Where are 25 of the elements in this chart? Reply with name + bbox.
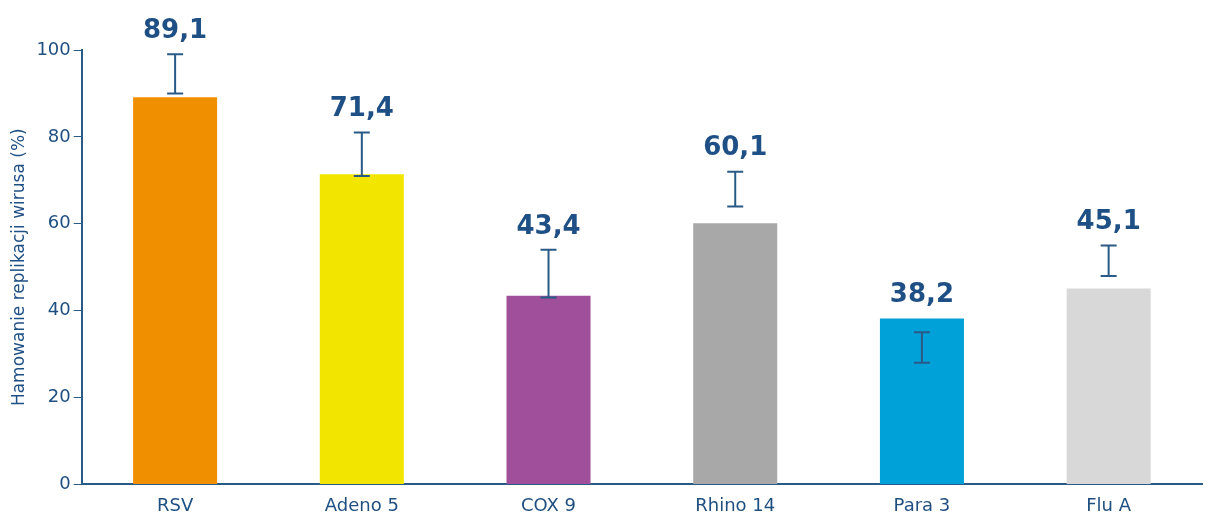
x-tick-label: COX 9: [520, 493, 577, 515]
y-tick-label: 100: [36, 37, 71, 59]
bar: [879, 318, 964, 484]
data-label: 71,4: [329, 92, 394, 123]
y-tick-label: 40: [47, 298, 71, 320]
y-tick-label: 20: [47, 385, 71, 407]
data-label: 45,1: [1076, 205, 1141, 236]
x-tick-label: Rhino 14: [695, 493, 776, 515]
x-tick-label: Para 3: [893, 493, 951, 515]
bar: [506, 295, 591, 484]
bar: [133, 97, 218, 484]
x-tick-label: RSV: [156, 493, 194, 515]
x-tick-label: Flu A: [1086, 493, 1132, 515]
data-label: 89,1: [143, 14, 208, 45]
data-label: 43,4: [516, 209, 581, 240]
y-axis-title: Hamowanie replikacji wirusa (%): [7, 128, 28, 407]
x-tick-label: Adeno 5: [324, 493, 399, 515]
bar: [319, 174, 404, 484]
y-tick-label: 80: [47, 124, 71, 146]
y-tick-label: 60: [47, 211, 71, 233]
y-tick-label: 0: [59, 472, 71, 494]
bar: [693, 223, 778, 484]
bar: [1066, 288, 1151, 484]
data-label: 60,1: [703, 131, 768, 162]
data-label: 38,2: [889, 278, 955, 309]
